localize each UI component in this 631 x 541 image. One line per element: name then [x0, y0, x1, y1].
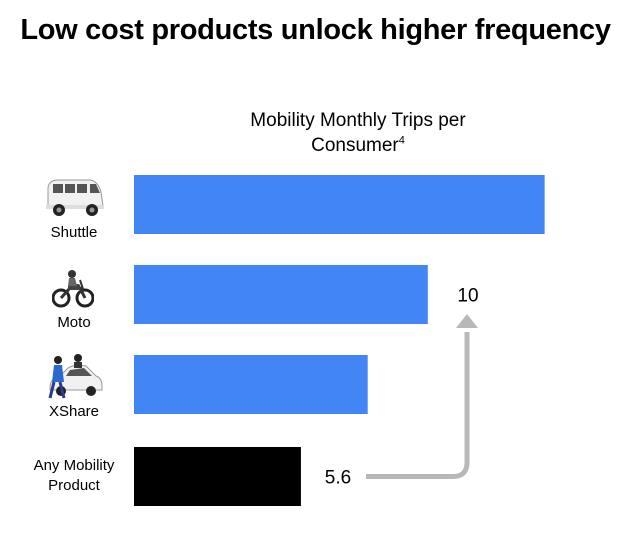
- shuttle-van-icon: [46, 179, 104, 216]
- category-label-any-mobility: Any Mobility Product: [33, 457, 115, 494]
- category-label-moto: Moto: [57, 314, 91, 331]
- subtitle-footnote: 4: [398, 134, 405, 147]
- bar-moto: [134, 265, 428, 324]
- subtitle-text: Mobility Monthly Trips per Consumer: [250, 110, 466, 156]
- bar-any-mobility-product: [134, 447, 301, 506]
- shared-car-icon: [48, 354, 103, 399]
- category-label-xshare: XShare: [48, 403, 100, 420]
- data-label-moto: 10: [457, 286, 478, 307]
- growth-arrow-line: [366, 332, 470, 479]
- motorcycle-icon: [52, 270, 94, 308]
- growth-arrow-head: [456, 314, 478, 328]
- category-label-shuttle: Shuttle: [50, 224, 98, 241]
- bar-xshare: [134, 355, 368, 414]
- chart-title: Low cost products unlock higher frequenc…: [20, 14, 611, 46]
- bar-shuttle: [134, 175, 545, 234]
- data-label-any-mobility-product: 5.6: [325, 468, 351, 489]
- chart-subtitle: Mobility Monthly Trips per Consumer4: [208, 108, 508, 158]
